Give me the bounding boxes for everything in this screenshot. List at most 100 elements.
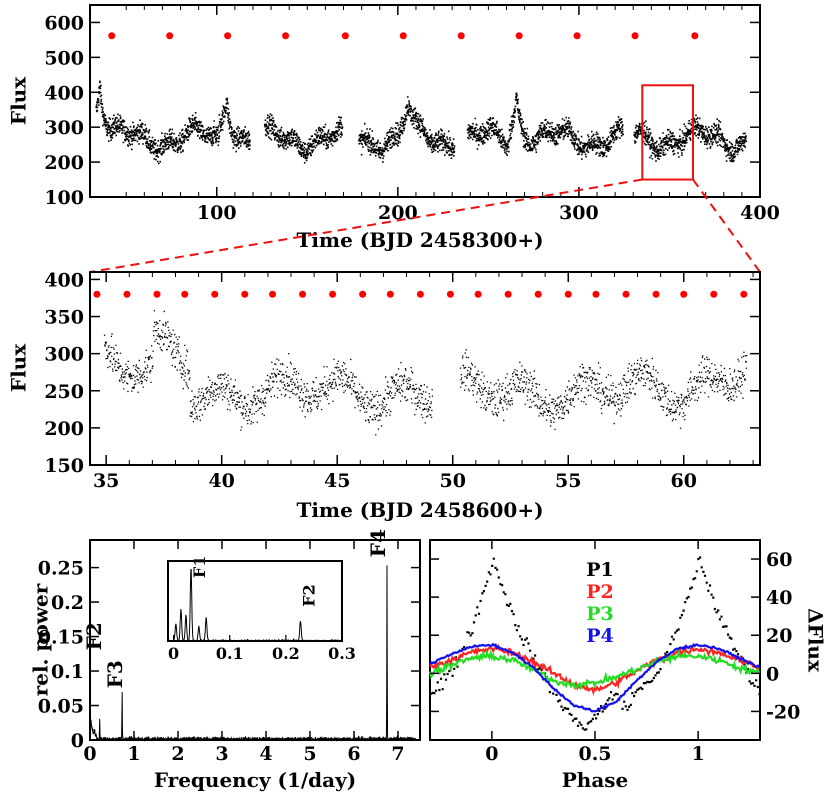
top-marker: [108, 32, 116, 40]
middle-x-tick-label: 50: [439, 470, 465, 492]
middle-marker: [710, 290, 718, 298]
top-x-label: Time (BJD 2458300+): [296, 228, 543, 252]
middle-marker: [269, 290, 277, 298]
middle-frame: [89, 271, 761, 466]
inset-series: [173, 568, 342, 643]
periodogram-x-tick-label: 3: [215, 743, 228, 765]
phase-y-tick-label: 40: [766, 587, 792, 609]
phase-x-tick-label: 0.5: [578, 743, 611, 765]
periodogram-x-tick-label: 6: [347, 743, 360, 765]
middle-marker: [93, 290, 101, 298]
middle-marker: [211, 290, 219, 298]
middle-marker: [740, 290, 748, 298]
periodogram-y-tick-label: 0.05: [38, 696, 84, 718]
middle-x-tick-label: 35: [93, 470, 119, 492]
top-marker: [457, 32, 465, 40]
phase-series-p4: [429, 642, 760, 713]
phase-curves: [428, 556, 761, 731]
middle-marker: [386, 290, 394, 298]
zoom-box: [641, 84, 695, 181]
inset-x-tick-label: 0.2: [272, 644, 300, 663]
inset-x-tick-label: 0.3: [328, 644, 356, 663]
periodogram-series: [89, 565, 416, 742]
middle-y-tick-label: 250: [44, 381, 84, 403]
top-marker: [691, 32, 699, 40]
top-y-tick-label: 500: [44, 47, 84, 69]
middle-marker: [299, 290, 307, 298]
middle-panel: 35 40 45 50 55 60 150 200 250 300 350 400 Flux Time…: [7, 269, 761, 522]
phase-y-label: ΔFlux: [804, 608, 828, 673]
phase-y-tick-label: 0: [766, 663, 779, 685]
middle-marker: [534, 290, 542, 298]
middle-y-tick-label: 200: [44, 418, 84, 440]
top-marker: [166, 32, 174, 40]
top-marker: [282, 32, 290, 40]
periodogram-x-tick-label: 5: [303, 743, 316, 765]
phase-x-tick-label: 0: [485, 743, 498, 765]
middle-x-tick-label: 45: [324, 470, 350, 492]
middle-marker: [241, 290, 249, 298]
periodogram-x-label: Frequency (1/day): [154, 768, 356, 792]
top-marker: [573, 32, 581, 40]
middle-flux-points: [103, 310, 748, 436]
top-x-tick-label: 400: [740, 202, 780, 224]
middle-y-tick-label: 400: [44, 269, 84, 291]
middle-y-tick-label: 350: [44, 307, 84, 329]
middle-marker: [181, 290, 189, 298]
middle-x-tick-label: 60: [671, 470, 697, 492]
phase-axis-ticks: 0 0.5 1 -20 0 20 40 60: [430, 540, 800, 765]
periodogram-y-tick-label: 0.25: [38, 558, 84, 580]
middle-marker: [474, 290, 482, 298]
middle-marker: [329, 290, 337, 298]
middle-x-tick-label: 55: [555, 470, 581, 492]
middle-y-tick-label: 300: [44, 344, 84, 366]
periodogram-peak-labels: F2 F3 F4: [82, 529, 390, 688]
top-frame: [89, 4, 761, 198]
inset-frame: [167, 560, 343, 642]
middle-marker: [416, 290, 424, 298]
periodogram-x-tick-label: 2: [171, 743, 184, 765]
periodogram-y-tick-label: 0.15: [38, 627, 84, 649]
phase-legend-p3: P3: [586, 603, 614, 625]
phase-x-label: Phase: [562, 768, 629, 792]
middle-marker: [153, 290, 161, 298]
periodogram-peak-label: F4: [366, 529, 390, 557]
middle-x-label: Time (BJD 2458600+): [296, 498, 543, 522]
phase-legend-p4: P4: [586, 625, 614, 647]
middle-marker: [622, 290, 630, 298]
periodogram-y-tick-label: 0: [71, 730, 84, 752]
top-marker: [224, 32, 232, 40]
inset-axis-ticks: 0 0.1 0.2 0.3: [168, 635, 356, 663]
middle-y-tick-label: 150: [44, 455, 84, 477]
top-x-tick-label: 300: [559, 202, 599, 224]
inset-peak-label: F2: [299, 584, 318, 607]
inset-x-tick-label: 0.1: [216, 644, 244, 663]
periodogram-peak-label: F3: [103, 660, 127, 688]
periodogram-y-label: rel. power: [29, 583, 53, 696]
phase-legend-p1: P1: [586, 559, 614, 581]
middle-flux-series: [103, 310, 748, 436]
middle-x-tick-label: 40: [208, 470, 234, 492]
top-y-tick-label: 100: [44, 187, 84, 209]
middle-marker: [652, 290, 660, 298]
top-x-tick-label: 200: [378, 202, 418, 224]
zoom-connectors: [89, 178, 761, 273]
top-panel: 100 200 300 400 100 200 300 400 500 600 Flux Time…: [7, 4, 780, 252]
phase-y-tick-label: -20: [766, 701, 800, 723]
inset-peak-labels: F1 F2: [190, 556, 318, 607]
inset-curve: [173, 568, 342, 643]
top-x-tick-label: 100: [197, 202, 237, 224]
periodogram-x-tick-label: 4: [259, 743, 272, 765]
middle-markers: [93, 290, 748, 298]
top-axis-ticks: 100 200 300 400 100 200 300 400 500 600: [44, 5, 780, 224]
middle-marker: [359, 290, 367, 298]
phase-legend-p2: P2: [586, 581, 614, 603]
middle-marker: [446, 290, 454, 298]
periodogram-frame: [89, 539, 421, 741]
zoom-line-right: [692, 178, 761, 273]
periodogram-peak-label: F2: [82, 622, 106, 650]
